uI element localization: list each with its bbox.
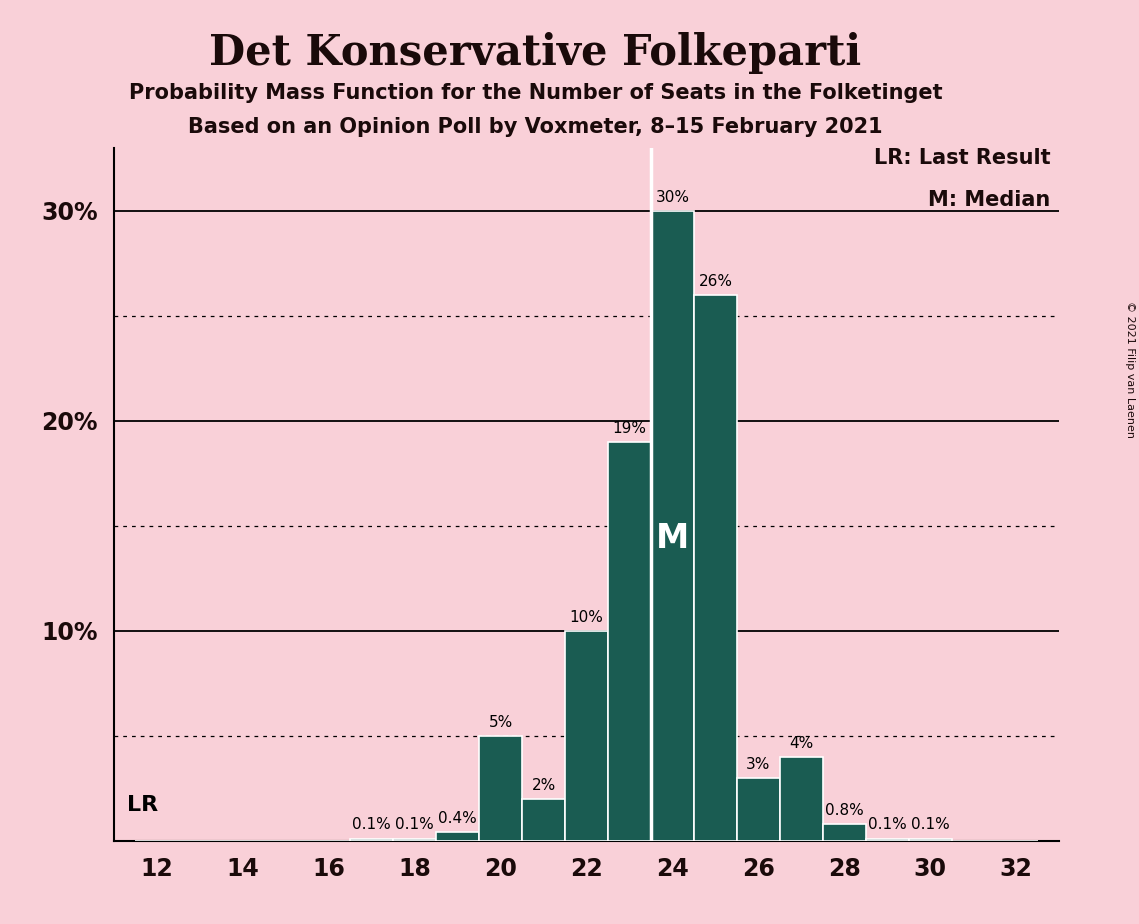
Text: LR: LR: [126, 796, 158, 815]
Bar: [351, 839, 393, 841]
Text: 19%: 19%: [613, 420, 647, 435]
Bar: [652, 211, 694, 841]
Text: 2%: 2%: [532, 777, 556, 793]
Text: 0.4%: 0.4%: [439, 811, 477, 826]
Bar: [608, 442, 652, 841]
Text: 4%: 4%: [789, 736, 813, 750]
Bar: [393, 839, 436, 841]
Text: Based on an Opinion Poll by Voxmeter, 8–15 February 2021: Based on an Opinion Poll by Voxmeter, 8–…: [188, 117, 883, 138]
Bar: [823, 824, 866, 841]
Bar: [780, 757, 823, 841]
Text: 0.1%: 0.1%: [395, 818, 434, 833]
Bar: [480, 736, 522, 841]
Bar: [909, 839, 952, 841]
Text: 0.8%: 0.8%: [825, 803, 863, 818]
Text: LR: Last Result: LR: Last Result: [874, 149, 1050, 168]
Bar: [737, 778, 780, 841]
Text: 26%: 26%: [698, 274, 732, 288]
Text: Det Konservative Folkeparti: Det Konservative Folkeparti: [210, 32, 861, 74]
Bar: [436, 833, 480, 841]
Text: 30%: 30%: [656, 189, 689, 204]
Text: M: M: [656, 522, 689, 555]
Bar: [522, 799, 565, 841]
Text: 0.1%: 0.1%: [352, 818, 391, 833]
Text: 0.1%: 0.1%: [868, 818, 907, 833]
Text: © 2021 Filip van Laenen: © 2021 Filip van Laenen: [1125, 301, 1134, 438]
Text: 3%: 3%: [746, 757, 771, 772]
Text: Probability Mass Function for the Number of Seats in the Folketinget: Probability Mass Function for the Number…: [129, 83, 942, 103]
Text: 0.1%: 0.1%: [911, 818, 950, 833]
Bar: [565, 631, 608, 841]
Text: M: Median: M: Median: [928, 190, 1050, 211]
Text: 5%: 5%: [489, 714, 513, 730]
Text: 10%: 10%: [570, 610, 604, 625]
Bar: [694, 295, 737, 841]
Bar: [866, 839, 909, 841]
